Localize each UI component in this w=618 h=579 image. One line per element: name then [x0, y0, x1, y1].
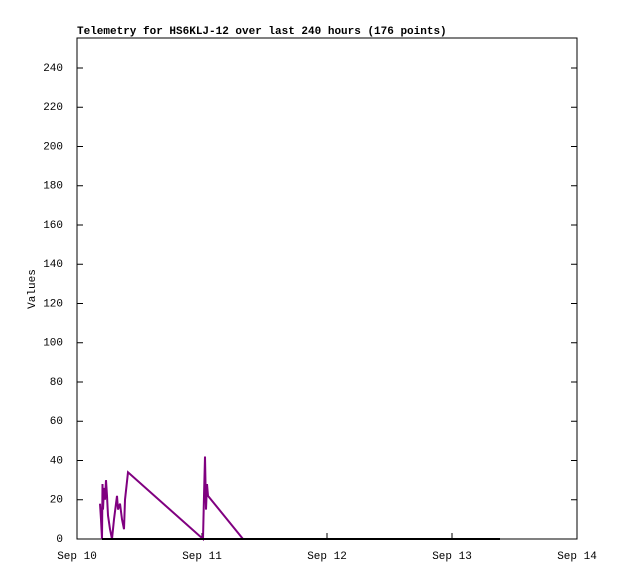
x-tick-label: Sep 10 [57, 551, 97, 563]
y-tick-label: 100 [43, 338, 63, 350]
y-tick-label: 160 [43, 220, 63, 232]
y-tick-label: 0 [56, 534, 63, 546]
y-tick-label: 80 [50, 377, 63, 389]
chart-title: Telemetry for HS6KLJ-12 over last 240 ho… [77, 26, 447, 38]
y-tick-label: 200 [43, 141, 63, 153]
y-tick-label: 60 [50, 416, 63, 428]
y-tick-label: 120 [43, 298, 63, 310]
y-tick-label: 40 [50, 455, 63, 467]
y-tick-label: 240 [43, 63, 63, 75]
plot-frame [76, 37, 578, 540]
y-tick-label: 20 [50, 495, 63, 507]
x-tick-label: Sep 14 [557, 551, 597, 563]
x-tick-label: Sep 12 [307, 551, 347, 563]
x-tick-label: Sep 13 [432, 551, 472, 563]
y-tick-label: 220 [43, 102, 63, 114]
series-line [99, 456, 244, 542]
x-tick-label: Sep 11 [182, 551, 222, 563]
y-axis-label: Values [27, 269, 39, 309]
y-tick-label: 140 [43, 259, 63, 271]
y-tick-label: 180 [43, 181, 63, 193]
